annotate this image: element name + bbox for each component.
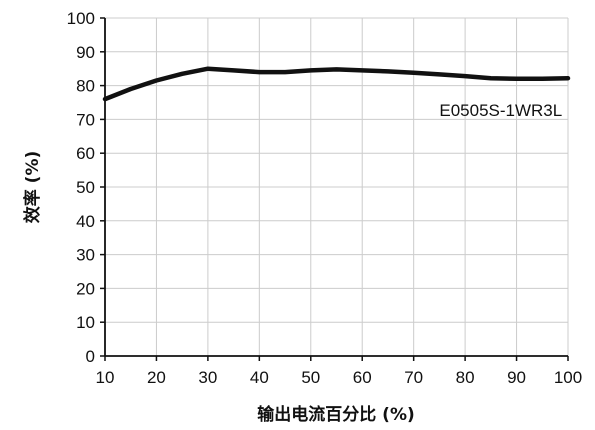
x-tick-label: 10: [96, 368, 115, 387]
y-tick-label: 70: [76, 110, 95, 129]
y-tick-label: 80: [76, 77, 95, 96]
y-tick-label: 40: [76, 212, 95, 231]
y-tick-label: 90: [76, 43, 95, 62]
x-tick-label: 50: [301, 368, 320, 387]
x-tick-label: 70: [404, 368, 423, 387]
x-tick-label: 20: [147, 368, 166, 387]
x-tick-label: 60: [353, 368, 372, 387]
y-tick-label: 0: [86, 347, 95, 366]
y-tick-label: 50: [76, 178, 95, 197]
series-layer: [102, 66, 571, 102]
axis-layer: [100, 17, 569, 361]
x-axis-title: 输出电流百分比 (%): [257, 404, 415, 425]
tick-labels: 10 20 30 40 50 60 70 80 90 1000102030405060708090…: [67, 9, 583, 387]
y-tick-label: 10: [76, 313, 95, 332]
y-axis-title: 效率 (%): [22, 151, 43, 224]
x-tick-label: 80: [456, 368, 475, 387]
y-tick-label: 30: [76, 246, 95, 265]
x-tick-label: 30: [198, 368, 217, 387]
y-tick-label: 20: [76, 279, 95, 298]
x-tick-label: 40: [250, 368, 269, 387]
y-tick-label: 100: [67, 9, 95, 28]
series-line-efficiency: [102, 66, 571, 102]
x-tick-label: 90: [507, 368, 526, 387]
x-tick-label: 100: [554, 368, 582, 387]
y-tick-label: 60: [76, 144, 95, 163]
annotation-label: E0505S-1WR3L: [439, 101, 562, 120]
